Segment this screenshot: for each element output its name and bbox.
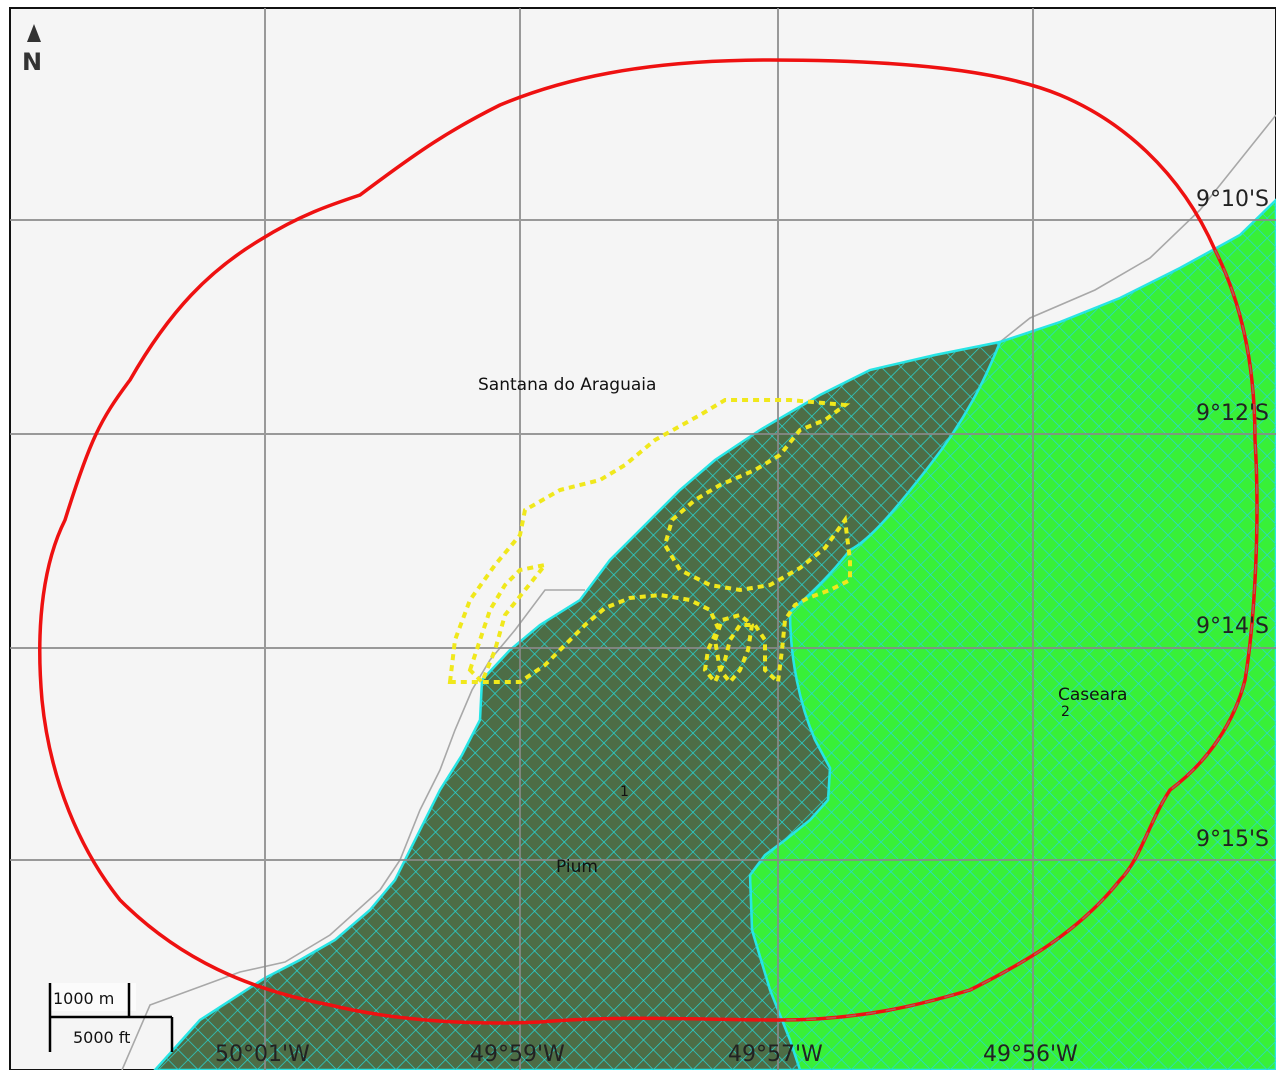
scale-metric-label: 1000 m (53, 989, 114, 1008)
buffer-ring-dashed (779, 249, 1258, 1021)
place-label-santana: Santana do Araguaia (478, 375, 656, 395)
north-arrow-label: N (22, 48, 42, 76)
place-label-pium: Pium (556, 857, 598, 877)
lon-label: 50°01'W (215, 1042, 310, 1067)
road-line (121, 589, 585, 1070)
road-line (999, 114, 1276, 343)
lon-label: 49°57'W (728, 1042, 823, 1067)
lon-label: 49°59'W (470, 1042, 565, 1067)
graticule-grid (10, 8, 1276, 1070)
pium-hatch (155, 342, 1000, 1070)
lat-label: 9°10'S (1196, 187, 1269, 212)
lat-label: 9°14'S (1196, 614, 1269, 639)
region-number-2: 2 (1061, 704, 1070, 720)
lat-label: 9°15'S (1196, 827, 1269, 852)
lon-label: 49°56'W (983, 1042, 1078, 1067)
caseara-hatch (750, 200, 1276, 1070)
scale-bar: 1000 m 5000 ft (48, 983, 174, 1052)
north-arrow-icon: N (22, 24, 42, 76)
place-label-caseara: Caseara (1058, 685, 1127, 705)
yellow-dotted-outline (447, 398, 852, 687)
lat-label: 9°12'S (1196, 401, 1269, 426)
region-number-1: 1 (620, 784, 629, 800)
scale-imperial-label: 5000 ft (73, 1028, 130, 1047)
